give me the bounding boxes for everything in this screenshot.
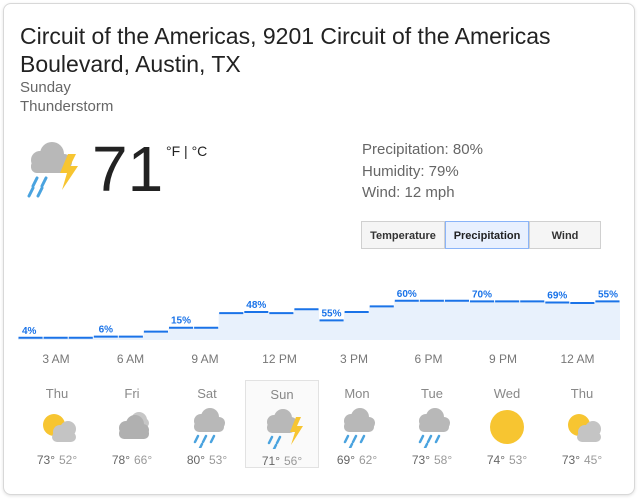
day-label: Sunday (20, 79, 71, 96)
weather-card (3, 3, 635, 495)
condition-label: Thunderstorm (20, 98, 114, 115)
forecast-day-name: Wed (493, 386, 521, 401)
forecast-temps: 73° 58° (395, 453, 469, 467)
forecast-low: 53° (509, 453, 528, 467)
forecast-temps: 78° 66° (95, 453, 169, 467)
precipitation-value-label: 70% (472, 289, 492, 300)
partly-sunny-icon (43, 414, 76, 442)
forecast-day-sun[interactable]: Sun 71° 56° (245, 380, 319, 468)
humidity-stat: Humidity: 79% (362, 163, 459, 180)
location-title: Circuit of the Americas, 9201 Circuit of… (20, 23, 551, 77)
forecast-low: 45° (584, 453, 603, 467)
forecast-day-name: Sat (197, 386, 217, 401)
precipitation-area (18, 300, 620, 340)
thunderstorm-icon (267, 409, 303, 449)
precipitation-value-label: 55% (321, 308, 341, 319)
forecast-temps: 71° 56° (246, 454, 318, 468)
rain-icon (343, 408, 375, 448)
forecast-high: 71° (261, 454, 280, 468)
forecast-day-name: Fri (124, 386, 140, 401)
hour-label: 12 AM (560, 352, 595, 366)
precipitation-value-label: 69% (547, 291, 567, 302)
chart-tabs: Temperature Precipitation Wind (361, 221, 601, 249)
rain-icon (418, 408, 450, 448)
rain-icon (193, 408, 225, 448)
wind-stat: Wind: 12 mph (362, 184, 455, 201)
fahrenheit-toggle[interactable]: °F (166, 143, 181, 159)
hour-label: 3 AM (42, 352, 70, 366)
forecast-low: 62° (359, 453, 378, 467)
tab-wind[interactable]: Wind (529, 221, 601, 249)
precipitation-value-label: 15% (171, 316, 191, 327)
forecast-temps: 80° 53° (170, 453, 244, 467)
forecast-day-name: Thu (45, 386, 69, 401)
forecast-day-wed[interactable]: Wed 74° 53° (470, 380, 544, 468)
forecast-day-name: Mon (344, 386, 370, 401)
precipitation-chart: 4% 6% 15% 48% 55% 60% 70% 69% 55% (18, 289, 620, 340)
hour-label: 3 PM (339, 352, 368, 366)
forecast-day-name: Tue (421, 386, 443, 401)
forecast-low: 66° (134, 453, 153, 467)
forecast-day-tue[interactable]: Tue 73° 58° (395, 380, 469, 468)
precipitation-stat: Precipitation: 80% (362, 141, 483, 158)
precipitation-value-label: 4% (22, 326, 37, 337)
forecast-high: 73° (36, 453, 55, 467)
forecast-high: 78° (111, 453, 130, 467)
current-temperature: 71 (92, 133, 164, 205)
forecast-high: 73° (561, 453, 580, 467)
forecast-temps: 73° 52° (20, 453, 94, 467)
forecast-low: 53° (209, 453, 228, 467)
forecast-day-sat[interactable]: Sat 80° 53° (170, 380, 244, 468)
precipitation-value-label: 55% (598, 289, 618, 300)
precipitation-value-label: 6% (99, 325, 114, 336)
precipitation-value-label: 48% (246, 300, 266, 311)
unit-separator: | (180, 143, 192, 159)
forecast-high: 74° (486, 453, 505, 467)
hour-label: 9 AM (191, 352, 219, 366)
forecast-day-thu[interactable]: Thu 73° 52° (20, 380, 94, 468)
forecast-day-name: Thu (570, 386, 594, 401)
cloudy-icon (119, 412, 149, 439)
forecast-high: 73° (411, 453, 430, 467)
forecast-day-mon[interactable]: Mon 69° 62° (320, 380, 394, 468)
forecast-day-fri[interactable]: Fri 78° 66° (95, 380, 169, 468)
hour-label: 9 PM (488, 352, 517, 366)
tab-precipitation[interactable]: Precipitation (445, 221, 529, 249)
sunny-icon (490, 410, 524, 444)
forecast-low: 58° (434, 453, 453, 467)
forecast-low: 56° (284, 454, 303, 468)
forecast-low: 52° (59, 453, 78, 467)
forecast-high: 80° (186, 453, 205, 467)
hour-label: 12 PM (262, 352, 297, 366)
tab-temperature[interactable]: Temperature (361, 221, 445, 249)
thunderstorm-icon (27, 142, 78, 198)
precipitation-value-label: 60% (397, 289, 417, 300)
partly-sunny-icon (568, 414, 601, 442)
forecast-temps: 69° 62° (320, 453, 394, 467)
forecast-temps: 73° 45° (545, 453, 619, 467)
celsius-toggle[interactable]: °C (191, 143, 208, 159)
forecast-day-thu[interactable]: Thu 73° 45° (545, 380, 619, 468)
forecast-day-name: Sun (270, 387, 294, 402)
forecast-high: 69° (336, 453, 355, 467)
hour-label: 6 PM (414, 352, 443, 366)
forecast-temps: 74° 53° (470, 453, 544, 467)
unit-toggle: °F | °C (166, 143, 207, 159)
hour-label: 6 AM (116, 352, 145, 366)
